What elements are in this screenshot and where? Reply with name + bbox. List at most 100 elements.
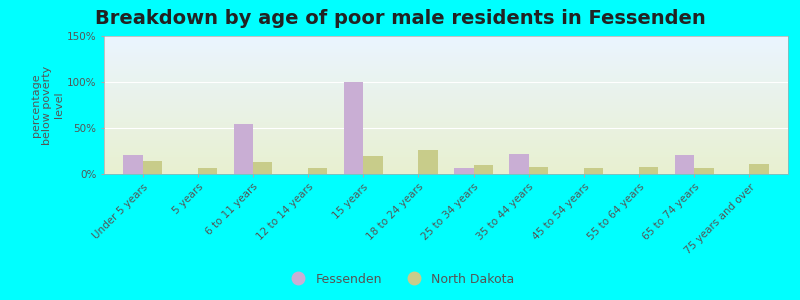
Bar — [198, 169, 217, 174]
Bar — [104, 99, 788, 100]
Bar — [104, 66, 788, 67]
Bar — [104, 78, 788, 79]
Bar — [418, 150, 438, 174]
Bar — [104, 123, 788, 124]
Bar — [104, 68, 788, 69]
Bar — [104, 107, 788, 108]
Bar — [104, 57, 788, 58]
Bar — [104, 85, 788, 86]
Bar — [104, 136, 788, 137]
Bar — [104, 145, 788, 146]
Bar — [510, 154, 529, 174]
Bar — [104, 51, 788, 52]
Bar — [104, 49, 788, 50]
Bar — [104, 46, 788, 47]
Bar — [104, 168, 788, 169]
Bar — [104, 147, 788, 148]
Bar — [104, 124, 788, 125]
Bar — [104, 134, 788, 135]
Bar — [104, 150, 788, 151]
Bar — [104, 62, 788, 63]
Bar — [104, 38, 788, 39]
Bar — [234, 124, 253, 174]
Bar — [104, 151, 788, 152]
Text: Breakdown by age of poor male residents in Fessenden: Breakdown by age of poor male residents … — [94, 9, 706, 28]
Bar — [104, 55, 788, 56]
Bar — [694, 168, 714, 174]
Bar — [104, 87, 788, 88]
Bar — [104, 128, 788, 129]
Bar — [104, 71, 788, 72]
Bar — [104, 122, 788, 123]
Bar — [104, 154, 788, 155]
Bar — [104, 158, 788, 159]
Bar — [104, 156, 788, 157]
Bar — [104, 118, 788, 119]
Bar — [529, 167, 548, 174]
Bar — [104, 79, 788, 80]
Bar — [104, 86, 788, 87]
Bar — [104, 161, 788, 162]
Bar — [104, 146, 788, 147]
Bar — [104, 92, 788, 93]
Bar — [104, 63, 788, 64]
Bar — [104, 60, 788, 61]
Bar — [104, 73, 788, 74]
Bar — [104, 58, 788, 59]
Bar — [104, 138, 788, 139]
Bar — [104, 36, 788, 37]
Bar — [104, 50, 788, 51]
Bar — [104, 116, 788, 117]
Bar — [104, 81, 788, 82]
Bar — [104, 126, 788, 127]
Bar — [104, 121, 788, 122]
Bar — [104, 137, 788, 138]
Bar — [104, 142, 788, 143]
Bar — [104, 162, 788, 163]
Bar — [104, 132, 788, 133]
Bar — [104, 52, 788, 53]
Bar — [104, 40, 788, 41]
Bar — [104, 155, 788, 156]
Bar — [104, 165, 788, 166]
Bar — [104, 143, 788, 144]
Bar — [104, 61, 788, 62]
Bar — [104, 97, 788, 98]
Bar — [104, 152, 788, 153]
Bar — [104, 164, 788, 165]
Bar — [104, 105, 788, 106]
Bar — [104, 141, 788, 142]
Bar — [104, 102, 788, 103]
Bar — [104, 159, 788, 160]
Bar — [104, 131, 788, 132]
Bar — [104, 41, 788, 42]
Bar — [104, 44, 788, 45]
Bar — [363, 156, 382, 174]
Bar — [104, 171, 788, 172]
Bar — [104, 83, 788, 84]
Bar — [123, 155, 142, 174]
Bar — [104, 119, 788, 120]
Bar — [104, 89, 788, 90]
Bar — [104, 56, 788, 57]
Bar — [104, 59, 788, 60]
Bar — [104, 103, 788, 104]
Bar — [104, 153, 788, 154]
Bar — [104, 114, 788, 115]
Bar — [104, 67, 788, 68]
Bar — [104, 100, 788, 101]
Bar — [104, 163, 788, 164]
Bar — [104, 167, 788, 168]
Bar — [104, 104, 788, 105]
Bar — [104, 43, 788, 44]
Bar — [104, 45, 788, 46]
Bar — [142, 161, 162, 174]
Bar — [584, 169, 603, 174]
Bar — [104, 166, 788, 167]
Bar — [104, 70, 788, 71]
Bar — [104, 117, 788, 118]
Bar — [104, 109, 788, 110]
Bar — [104, 127, 788, 128]
Bar — [104, 135, 788, 136]
Bar — [104, 74, 788, 75]
